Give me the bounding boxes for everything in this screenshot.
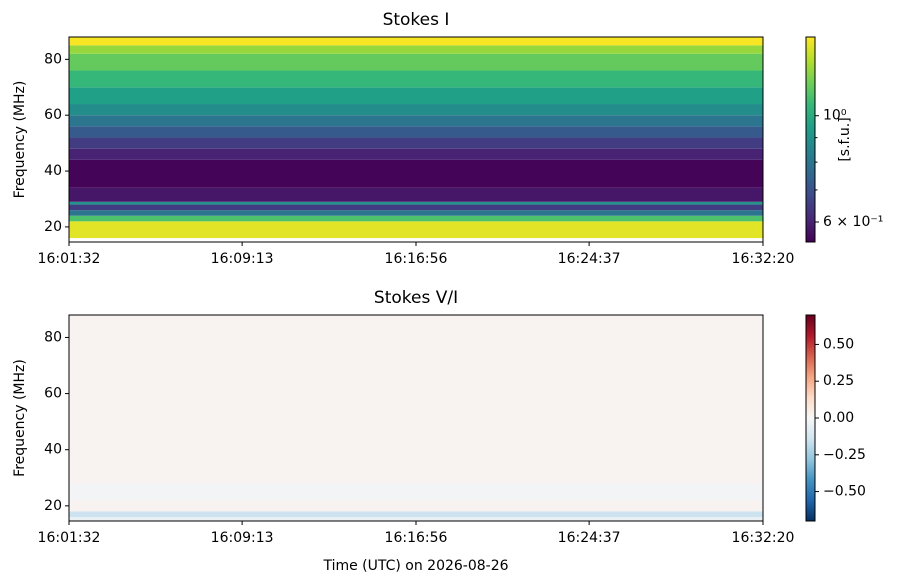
heatmap-band (69, 517, 763, 521)
y-tick-label: 20 (44, 498, 62, 514)
heatmap-band (69, 115, 763, 127)
colorbar-tick-label: 0.25 (823, 373, 854, 389)
heatmap-band (69, 215, 763, 222)
y-tick-label: 60 (44, 107, 62, 123)
heatmap-band (69, 104, 763, 116)
heatmap-band (69, 45, 763, 54)
colorbar-tick-label: −0.25 (823, 447, 866, 463)
heatmap-band (69, 70, 763, 88)
x-axis-label: Time (UTC) on 2026-08-26 (322, 558, 508, 574)
heatmap-band (69, 221, 763, 239)
y-tick-label: 40 (44, 163, 62, 179)
heatmap-band (69, 137, 763, 149)
y-axis-label: Frequency (MHz) (12, 81, 28, 199)
x-tick-label: 16:32:20 (732, 251, 795, 267)
heatmap-band (69, 187, 763, 202)
x-tick-label: 16:01:32 (38, 530, 101, 546)
colorbar (805, 314, 816, 522)
colorbar-tick-label: 0.50 (823, 336, 854, 352)
heatmap-band (69, 126, 763, 138)
heatmap-band (69, 204, 763, 211)
heatmap-band (69, 500, 763, 512)
heatmap-band (69, 37, 763, 46)
heatmap-band (69, 53, 763, 71)
x-tick-label: 16:32:20 (732, 530, 795, 546)
panel-title: Stokes V/I (374, 288, 458, 308)
x-tick-label: 16:09:13 (211, 251, 274, 267)
heatmap-band (69, 511, 763, 518)
heatmap-band (69, 210, 763, 216)
y-tick-label: 20 (44, 219, 62, 235)
heatmap-band (69, 87, 763, 105)
heatmap-band (69, 148, 763, 160)
colorbar-tick-label: −0.50 (823, 484, 866, 500)
panel-title: Stokes I (383, 10, 450, 30)
colorbar (805, 36, 816, 243)
x-tick-label: 16:16:56 (385, 251, 448, 267)
x-tick-label: 16:09:13 (211, 530, 274, 546)
heatmap-band (69, 483, 763, 501)
x-tick-label: 16:01:32 (38, 251, 101, 267)
x-tick-label: 16:16:56 (385, 530, 448, 546)
heatmap-band (69, 159, 763, 188)
y-axis-label: Frequency (MHz) (12, 359, 28, 477)
colorbar-label: [s.f.u.] (837, 117, 853, 161)
heatmap-band (69, 201, 763, 205)
y-tick-label: 40 (44, 442, 62, 458)
heatmap-band (69, 315, 763, 484)
colorbar-tick-label: 6 × 10⁻¹ (823, 214, 883, 230)
colorbar-tick-label: 0.00 (823, 410, 854, 426)
x-tick-label: 16:24:37 (558, 251, 621, 267)
y-tick-label: 80 (44, 51, 62, 67)
y-tick-label: 80 (44, 329, 62, 345)
colorbar-tick-label: 10⁰ (823, 108, 847, 124)
x-tick-label: 16:24:37 (558, 530, 621, 546)
y-tick-label: 60 (44, 386, 62, 402)
